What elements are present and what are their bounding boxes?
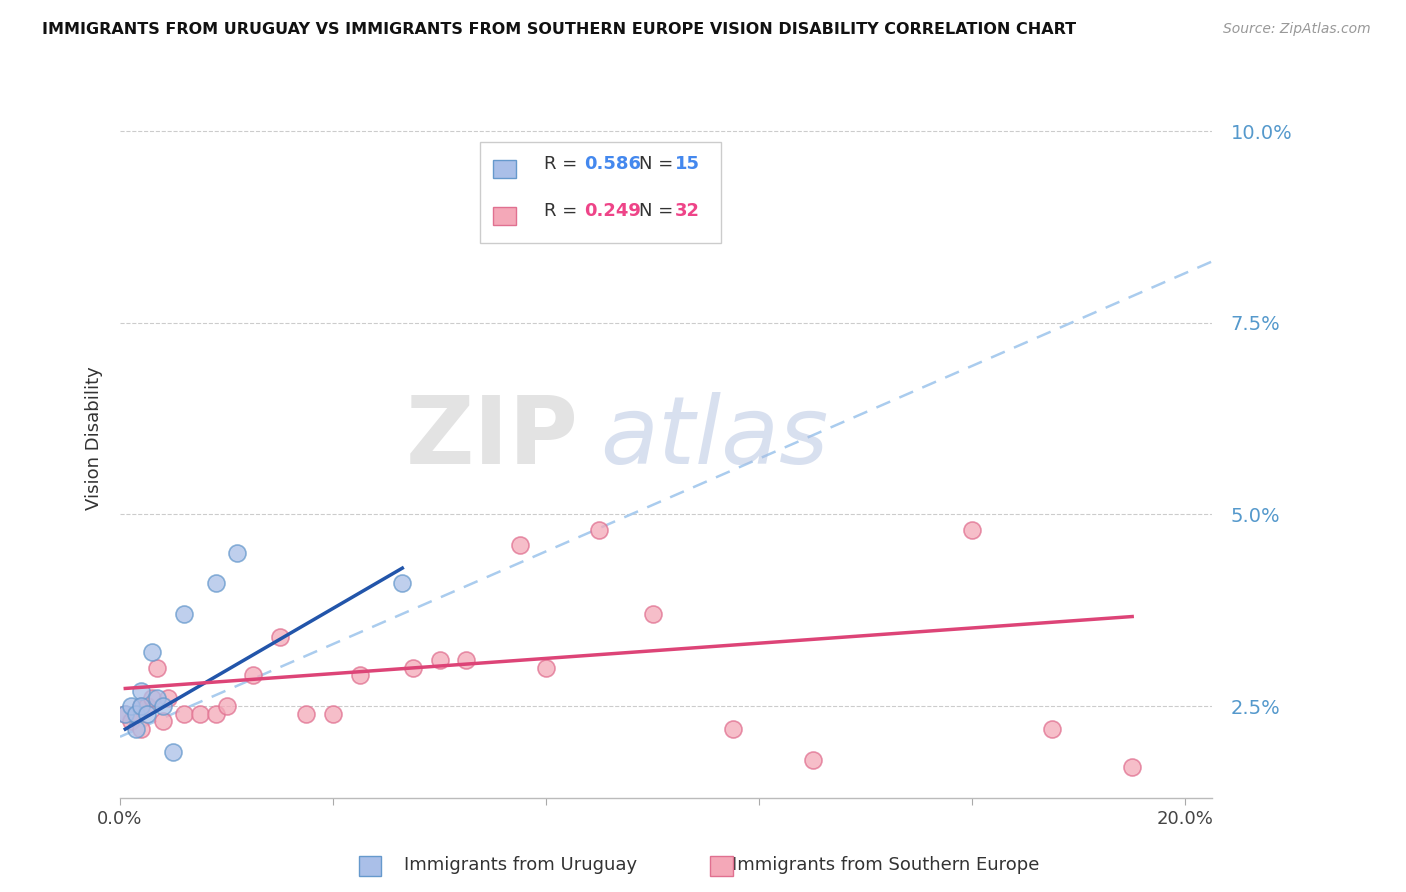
Point: [152, 699, 174, 714]
Point: [125, 706, 148, 721]
Point: [162, 745, 184, 759]
Point: [509, 538, 531, 552]
Point: [129, 683, 152, 698]
Point: [152, 714, 174, 729]
Text: ZIP: ZIP: [406, 392, 579, 483]
Text: N =: N =: [638, 202, 679, 219]
Point: [322, 706, 344, 721]
Point: [125, 722, 148, 736]
Text: atlas: atlas: [600, 392, 828, 483]
Point: [561, 201, 583, 215]
Point: [114, 706, 136, 721]
Point: [269, 630, 291, 644]
Point: [962, 523, 984, 537]
Point: [242, 668, 264, 682]
Point: [801, 753, 824, 767]
Text: 0.586: 0.586: [583, 155, 641, 173]
Point: [1040, 722, 1063, 736]
Text: Immigrants from Uruguay: Immigrants from Uruguay: [404, 856, 637, 874]
Point: [146, 691, 169, 706]
Point: [588, 523, 610, 537]
Point: [295, 706, 318, 721]
Y-axis label: Vision Disability: Vision Disability: [86, 366, 103, 509]
Text: R =: R =: [544, 155, 582, 173]
Point: [226, 546, 249, 560]
Point: [721, 722, 744, 736]
Point: [120, 699, 142, 714]
Point: [173, 706, 195, 721]
Point: [173, 607, 195, 621]
Point: [205, 706, 228, 721]
Point: [1121, 760, 1143, 774]
Text: 15: 15: [675, 155, 700, 173]
Point: [141, 691, 163, 706]
Point: [141, 645, 163, 659]
Point: [114, 706, 136, 721]
Point: [641, 607, 664, 621]
FancyBboxPatch shape: [481, 143, 721, 244]
Point: [215, 699, 238, 714]
Text: R =: R =: [544, 202, 582, 219]
Point: [429, 653, 451, 667]
Bar: [494, 207, 516, 225]
Point: [120, 714, 142, 729]
Point: [456, 653, 478, 667]
Text: N =: N =: [638, 155, 679, 173]
Point: [349, 668, 371, 682]
Bar: [494, 160, 516, 178]
Point: [129, 699, 152, 714]
Point: [146, 661, 169, 675]
Point: [402, 661, 425, 675]
Point: [125, 706, 148, 721]
Point: [135, 706, 157, 721]
Text: Immigrants from Southern Europe: Immigrants from Southern Europe: [733, 856, 1039, 874]
Text: IMMIGRANTS FROM URUGUAY VS IMMIGRANTS FROM SOUTHERN EUROPE VISION DISABILITY COR: IMMIGRANTS FROM URUGUAY VS IMMIGRANTS FR…: [42, 22, 1077, 37]
Point: [188, 706, 211, 721]
Point: [129, 699, 152, 714]
Point: [156, 691, 179, 706]
Point: [534, 661, 557, 675]
Text: 0.249: 0.249: [583, 202, 641, 219]
Point: [129, 722, 152, 736]
Point: [135, 699, 157, 714]
Text: Source: ZipAtlas.com: Source: ZipAtlas.com: [1223, 22, 1371, 37]
Point: [391, 576, 413, 591]
Text: 32: 32: [675, 202, 700, 219]
Point: [205, 576, 228, 591]
